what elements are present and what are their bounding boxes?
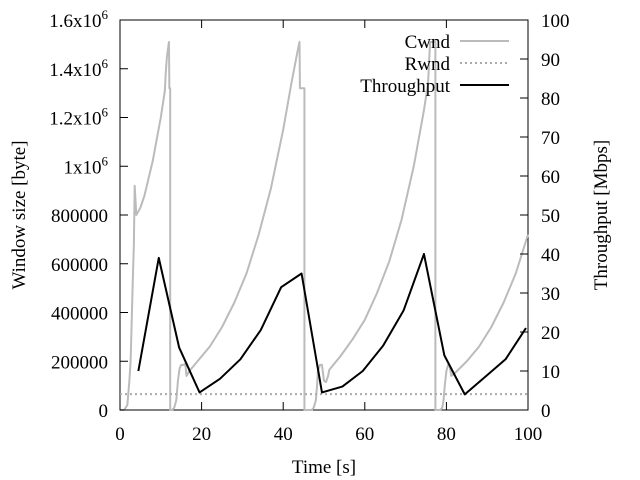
y-right-tick-label: 0 bbox=[541, 401, 551, 422]
series-layer bbox=[120, 40, 529, 411]
y-right-tick-label: 70 bbox=[541, 128, 560, 149]
y-left-tick-label: 1.6x106 bbox=[49, 7, 108, 32]
x-tick-label: 100 bbox=[514, 424, 543, 445]
x-tick-label: 0 bbox=[115, 424, 125, 445]
legend-label-rwnd: Rwnd bbox=[405, 54, 451, 75]
y-left-axis-label: Window size [byte] bbox=[9, 140, 30, 289]
y-right-tick-labels: 0 10 20 30 40 50 60 70 80 90 100 bbox=[541, 11, 570, 422]
x-tick-labels: 0 20 40 60 80 100 bbox=[115, 424, 542, 445]
legend-item-cwnd: Cwnd bbox=[405, 32, 509, 53]
y-right-tick-label: 100 bbox=[541, 11, 570, 32]
legend-label-throughput: Throughput bbox=[360, 76, 450, 97]
x-tick-label: 40 bbox=[274, 424, 293, 445]
y-right-tick-label: 60 bbox=[541, 167, 560, 188]
x-tick-label: 80 bbox=[437, 424, 456, 445]
legend-item-throughput: Throughput bbox=[360, 76, 509, 97]
y-left-tick-label: 1x106 bbox=[64, 153, 109, 178]
y-left-tick-label: 0 bbox=[99, 401, 109, 422]
y-left-tick-label: 200000 bbox=[51, 352, 108, 373]
series-line-cwnd bbox=[120, 40, 529, 411]
x-tick-label: 20 bbox=[192, 424, 211, 445]
y-right-tick-label: 10 bbox=[541, 362, 560, 383]
legend-label-cwnd: Cwnd bbox=[405, 32, 451, 53]
y-right-tick-label: 20 bbox=[541, 323, 560, 344]
legend: Cwnd Rwnd Throughput bbox=[360, 32, 509, 97]
y-left-tick-label: 1.4x106 bbox=[49, 56, 108, 81]
legend-item-rwnd: Rwnd bbox=[405, 54, 509, 75]
x-axis-label: Time [s] bbox=[292, 457, 356, 478]
y-right-axis-label: Throughput [Mbps] bbox=[591, 140, 612, 290]
y-right-tick-label: 80 bbox=[541, 89, 560, 110]
y-left-tick-label: 1.2x106 bbox=[49, 105, 108, 130]
tick-layer bbox=[119, 19, 529, 411]
y-right-tick-label: 30 bbox=[541, 284, 560, 305]
series-line-throughput bbox=[137, 253, 527, 396]
y-right-tick-label: 50 bbox=[541, 206, 560, 227]
y-left-tick-labels: 0 200000 400000 600000 800000 1x106 1.2x106 1.4… bbox=[49, 7, 108, 422]
y-right-tick-label: 40 bbox=[541, 245, 560, 266]
y-left-tick-label: 600000 bbox=[51, 255, 108, 276]
y-right-tick-label: 90 bbox=[541, 50, 560, 71]
x-tick-label: 60 bbox=[355, 424, 374, 445]
y-left-tick-label: 800000 bbox=[51, 206, 108, 227]
y-left-tick-label: 400000 bbox=[51, 304, 108, 325]
